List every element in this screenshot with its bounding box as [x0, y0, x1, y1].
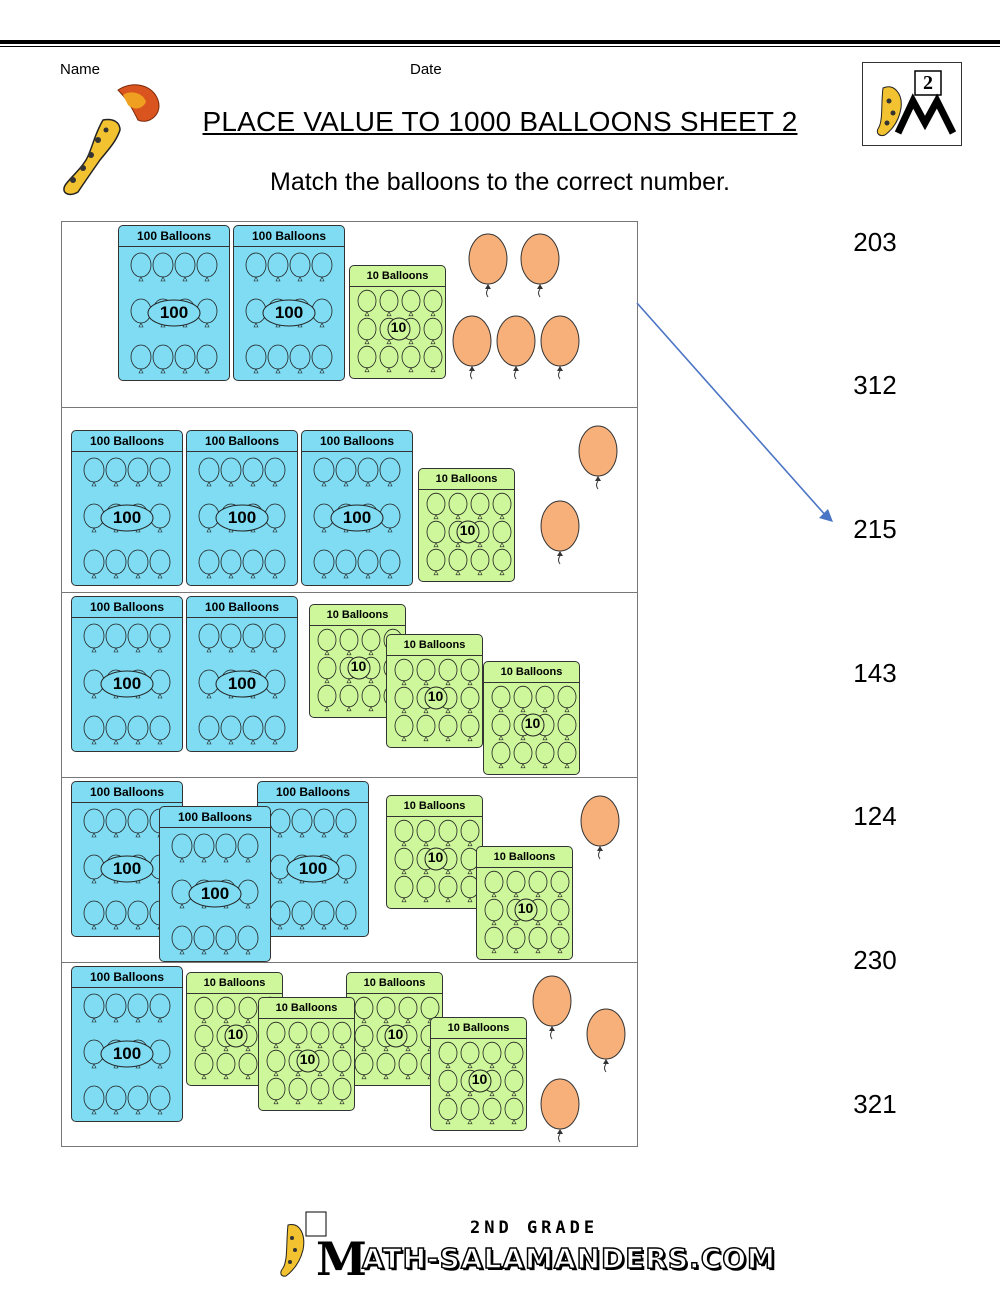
ten-card-label: 10 Balloons — [350, 266, 445, 287]
hundred-card-value: 100 — [159, 303, 189, 322]
hundred-card-label: 100 Balloons — [234, 226, 344, 247]
ten-card-label: 10 Balloons — [477, 847, 572, 868]
answer-number[interactable]: 124 — [853, 801, 897, 831]
hundred-card-value: 100 — [342, 508, 372, 527]
ten-card-label: 10 Balloons — [259, 998, 354, 1019]
ten-card-label: 10 Balloons — [310, 605, 405, 626]
hundred-card-value: 100 — [112, 859, 142, 878]
hundred-card-value: 100 — [112, 508, 142, 527]
ten-card-value: 10 — [524, 715, 541, 731]
hundred-card-label: 100 Balloons — [72, 967, 182, 988]
ten-card-value: 10 — [387, 1026, 404, 1042]
hundred-balloons-card: 100 Balloons 100 — [186, 430, 298, 586]
ten-card-value: 10 — [227, 1026, 244, 1042]
hundred-card-label: 100 Balloons — [187, 431, 297, 452]
page-subtitle: Match the balloons to the correct number… — [270, 168, 730, 196]
single-balloon-icon — [452, 315, 494, 386]
ten-card-value: 10 — [390, 319, 407, 335]
footer-site: ATH-SALAMANDERS.COM — [361, 1241, 776, 1276]
row-divider — [61, 777, 638, 778]
ten-card-value: 10 — [299, 1051, 316, 1067]
hundred-card-value: 100 — [112, 1044, 142, 1063]
ten-card-label: 10 Balloons — [387, 635, 482, 656]
ten-balloons-card: 10 Balloons 10 — [476, 846, 573, 960]
single-balloon-icon — [520, 233, 562, 304]
footer-m-letter: M — [316, 1232, 367, 1286]
hundred-card-label: 100 Balloons — [302, 431, 412, 452]
single-balloon-icon — [586, 1008, 628, 1079]
single-balloon-icon — [496, 315, 538, 386]
hundred-card-value: 100 — [200, 884, 230, 903]
hundred-card-label: 100 Balloons — [72, 431, 182, 452]
answer-number[interactable]: 203 — [853, 227, 897, 257]
footer-salamander-icon — [278, 1210, 328, 1280]
row-divider — [61, 962, 638, 963]
grade-badge-number: 2 — [923, 72, 933, 94]
ten-card-label: 10 Balloons — [387, 796, 482, 817]
ten-balloons-card: 10 Balloons 10 — [483, 661, 580, 775]
grade-badge: 2 — [862, 62, 962, 146]
hundred-card-label: 100 Balloons — [72, 597, 182, 618]
name-label: Name — [60, 61, 101, 78]
top-rule — [0, 40, 1000, 44]
hundred-card-value: 100 — [274, 303, 304, 322]
row-divider — [61, 407, 638, 408]
answer-number[interactable]: 230 — [853, 945, 897, 975]
ten-card-label: 10 Balloons — [484, 662, 579, 683]
hundred-balloons-card: 100 Balloons 100 — [233, 225, 345, 381]
answer-number[interactable]: 215 — [853, 514, 897, 544]
single-balloon-icon — [578, 425, 620, 496]
ten-card-value: 10 — [427, 688, 444, 704]
hundred-balloons-card: 100 Balloons 100 — [118, 225, 230, 381]
hundred-card-label: 100 Balloons — [258, 782, 368, 803]
footer-grade: 2ND GRADE — [470, 1218, 599, 1238]
hundred-card-value: 100 — [227, 508, 257, 527]
hundred-card-label: 100 Balloons — [187, 597, 297, 618]
ten-balloons-card: 10 Balloons 10 — [346, 972, 443, 1086]
ten-card-label: 10 Balloons — [431, 1018, 526, 1039]
single-balloon-icon — [540, 315, 582, 386]
answer-number[interactable]: 143 — [853, 658, 897, 688]
date-label: Date — [410, 61, 442, 78]
ten-card-value: 10 — [517, 900, 534, 916]
page-title: PLACE VALUE TO 1000 BALLOONS SHEET 2 — [202, 106, 798, 137]
single-balloon-icon — [468, 233, 510, 304]
hundred-balloons-card: 100 Balloons 100 — [186, 596, 298, 752]
ten-card-label: 10 Balloons — [187, 973, 282, 994]
hundred-balloons-card: 100 Balloons 100 — [301, 430, 413, 586]
ten-card-value: 10 — [471, 1071, 488, 1087]
hundred-balloons-card: 100 Balloons 100 — [71, 966, 183, 1122]
row-divider — [61, 592, 638, 593]
single-balloon-icon — [580, 795, 622, 866]
ten-balloons-card: 10 Balloons 10 — [349, 265, 446, 379]
hundred-card-value: 100 — [298, 859, 328, 878]
hundred-balloons-card: 100 Balloons 100 — [71, 596, 183, 752]
ten-card-value: 10 — [459, 522, 476, 538]
hundred-card-label: 100 Balloons — [119, 226, 229, 247]
hundred-balloons-card: 100 Balloons 100 — [71, 430, 183, 586]
hundred-card-label: 100 Balloons — [160, 807, 270, 828]
ten-balloons-card: 10 Balloons 10 — [418, 468, 515, 582]
ten-card-value: 10 — [350, 658, 367, 674]
worksheet-grid — [61, 221, 638, 1147]
top-rule-thin — [0, 46, 1000, 47]
ten-balloons-card: 10 Balloons 10 — [258, 997, 355, 1111]
single-balloon-icon — [540, 500, 582, 571]
salamander-logo-icon — [58, 80, 178, 200]
answer-number[interactable]: 312 — [853, 370, 897, 400]
ten-balloons-card: 10 Balloons 10 — [430, 1017, 527, 1131]
ten-card-label: 10 Balloons — [347, 973, 442, 994]
single-balloon-icon — [532, 975, 574, 1046]
single-balloon-icon — [540, 1078, 582, 1149]
hundred-balloons-card: 100 Balloons 100 — [159, 806, 271, 962]
ten-card-label: 10 Balloons — [419, 469, 514, 490]
ten-card-value: 10 — [427, 849, 444, 865]
hundred-card-value: 100 — [227, 674, 257, 693]
ten-balloons-card: 10 Balloons 10 — [386, 795, 483, 909]
hundred-card-label: 100 Balloons — [72, 782, 182, 803]
hundred-card-value: 100 — [112, 674, 142, 693]
ten-balloons-card: 10 Balloons 10 — [386, 634, 483, 748]
answer-number[interactable]: 321 — [853, 1089, 897, 1119]
